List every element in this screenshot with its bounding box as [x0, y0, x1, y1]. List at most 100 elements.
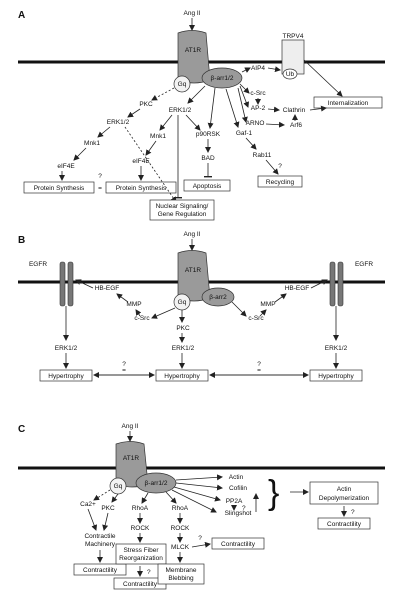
apoptosis-label: Apoptosis	[193, 183, 222, 190]
erk-right-b: ERK1/2	[325, 345, 348, 352]
gq-label-c: Gq	[114, 483, 123, 490]
erk-mid-a: ERK1/2	[169, 107, 192, 114]
bad-label: BAD	[201, 155, 215, 162]
recycling-box	[257, 175, 303, 188]
q-mlck: ?	[198, 535, 202, 542]
hbegf-left: HB-EGF	[95, 285, 120, 292]
mb-line1: Membrane	[165, 567, 196, 574]
ub-label: Ub	[286, 71, 295, 78]
ap2-label: AP-2	[251, 105, 266, 112]
rock-right: ROCK	[171, 525, 190, 532]
mnk-left-a: Mnk1	[84, 140, 100, 147]
egfr-right-label: EGFR	[355, 261, 373, 268]
p90rsk-label: p90RSK	[196, 131, 221, 138]
nuclear-line1: Nuclear Signaling/	[156, 203, 209, 210]
recycling-label: Recycling	[266, 179, 295, 186]
barr-label-b: β-arr2	[209, 294, 227, 301]
apoptosis-box	[183, 179, 231, 192]
barr-label-c: β-arr1/2	[145, 480, 168, 487]
gaf1-label: Gaf-1	[236, 130, 253, 137]
panel-b: B Ang II AT1R Gq β-arr2 EGFR EGFR HB-EGF…	[18, 231, 385, 382]
panel-b-label: B	[18, 235, 25, 246]
q-b-right: ?	[257, 361, 261, 368]
barr-label-a: β-arr1/2	[211, 75, 234, 82]
at1r-label-a: AT1R	[185, 47, 201, 54]
actin-depol-box	[309, 481, 379, 505]
egfr-left-a	[59, 261, 66, 307]
trpv4-channel	[281, 39, 305, 75]
nuclear-line2: Gene Regulation	[158, 211, 207, 218]
csrc-left: c-Src	[134, 315, 150, 322]
cofilin-label: Cofilin	[229, 485, 247, 492]
eq-b-left: =	[122, 367, 126, 374]
pp2a-label: PP2A	[226, 498, 243, 505]
at1r-label-c: AT1R	[123, 455, 139, 462]
q-rab: ?	[278, 163, 282, 170]
hypertrophy-left: Hypertrophy	[48, 373, 84, 380]
hypertrophy-mid: Hypertrophy	[164, 373, 200, 380]
protein-synthesis-mid: Protein Synthesis	[116, 185, 167, 192]
clathrin-label: Clathrin	[283, 107, 306, 114]
erk-left-a: ERK1/2	[107, 119, 130, 126]
panel-a-label: A	[18, 10, 25, 21]
arf6-label: Arf6	[290, 122, 302, 129]
hypertrophy-right-box	[309, 369, 363, 382]
arno-label: ARNO	[246, 120, 265, 127]
hypertrophy-right: Hypertrophy	[318, 373, 354, 380]
depol-line2: Depolymerization	[319, 495, 370, 502]
q-ps: ?	[98, 173, 102, 180]
contractility-right-box	[317, 517, 371, 530]
hypertrophy-mid-box	[155, 369, 209, 382]
mmp-right: MMP	[260, 301, 275, 308]
pkc-c: PKC	[101, 505, 115, 512]
hypertrophy-left-box	[39, 369, 93, 382]
protein-synthesis-mid-box	[105, 181, 177, 194]
barr-b	[201, 287, 235, 307]
contractility-mid: Contractility	[123, 581, 158, 588]
gq-label-a: Gq	[178, 81, 187, 88]
eq-b-right: =	[257, 367, 261, 374]
rhoa-right: RhoA	[172, 505, 189, 512]
rhoa-mid: RhoA	[132, 505, 149, 512]
gq-a	[173, 75, 191, 93]
contractile-line1: Contractile	[84, 533, 115, 540]
barr-a	[201, 67, 243, 89]
contractility-left: Contractility	[83, 567, 118, 574]
pkc-a: PKC	[139, 101, 153, 108]
eq-ps: =	[98, 185, 102, 192]
eif4e-mid-a: eIF4E	[132, 158, 150, 165]
hbegf-right: HB-EGF	[285, 285, 310, 292]
panel-a: A Ang II AT1R Gq β-arr1/2 TRPV4 Ub AIP4 …	[18, 10, 385, 221]
slingshot-label: Slingshot	[225, 510, 252, 517]
depol-line1: Actin	[337, 486, 352, 493]
csrc-right: c-Src	[248, 315, 264, 322]
contractility-mlck: Contractility	[221, 541, 256, 548]
q-sf: ?	[147, 569, 151, 576]
mmp-left: MMP	[126, 301, 141, 308]
internalization-label: Internalization	[328, 100, 369, 107]
mb-line2: Blebbing	[168, 575, 194, 582]
panel-c: C Ang II AT1R Gq β-arr1/2 Ca2+ PKC Contr…	[18, 423, 385, 590]
contractility-mlck-box	[211, 537, 265, 550]
eif4e-left-a: eIF4E	[57, 163, 75, 170]
q-pp2a: ?	[242, 505, 246, 512]
ang-ii-c: Ang II	[122, 423, 139, 430]
ang-ii-b: Ang II	[184, 231, 201, 238]
pkc-b: PKC	[176, 325, 190, 332]
csrc-a: c-Src	[250, 90, 266, 97]
egfr-right-a	[329, 261, 336, 307]
aip4-label: AIP4	[251, 65, 265, 72]
brace-symbol: }	[268, 474, 279, 512]
sf-line2: Reorganization	[119, 555, 163, 562]
protein-synthesis-left: Protein Synthesis	[34, 185, 85, 192]
egfr-left-label: EGFR	[29, 261, 47, 268]
trpv4-label: TRPV4	[283, 33, 304, 40]
at1r-label-b: AT1R	[185, 267, 201, 274]
egfr-left-b	[67, 261, 74, 307]
contractility-left-box	[73, 563, 127, 576]
protein-synthesis-left-box	[23, 181, 95, 194]
contractile-line2: Machinery	[85, 541, 116, 548]
egfr-right-b	[337, 261, 344, 307]
rock-mid: ROCK	[131, 525, 150, 532]
